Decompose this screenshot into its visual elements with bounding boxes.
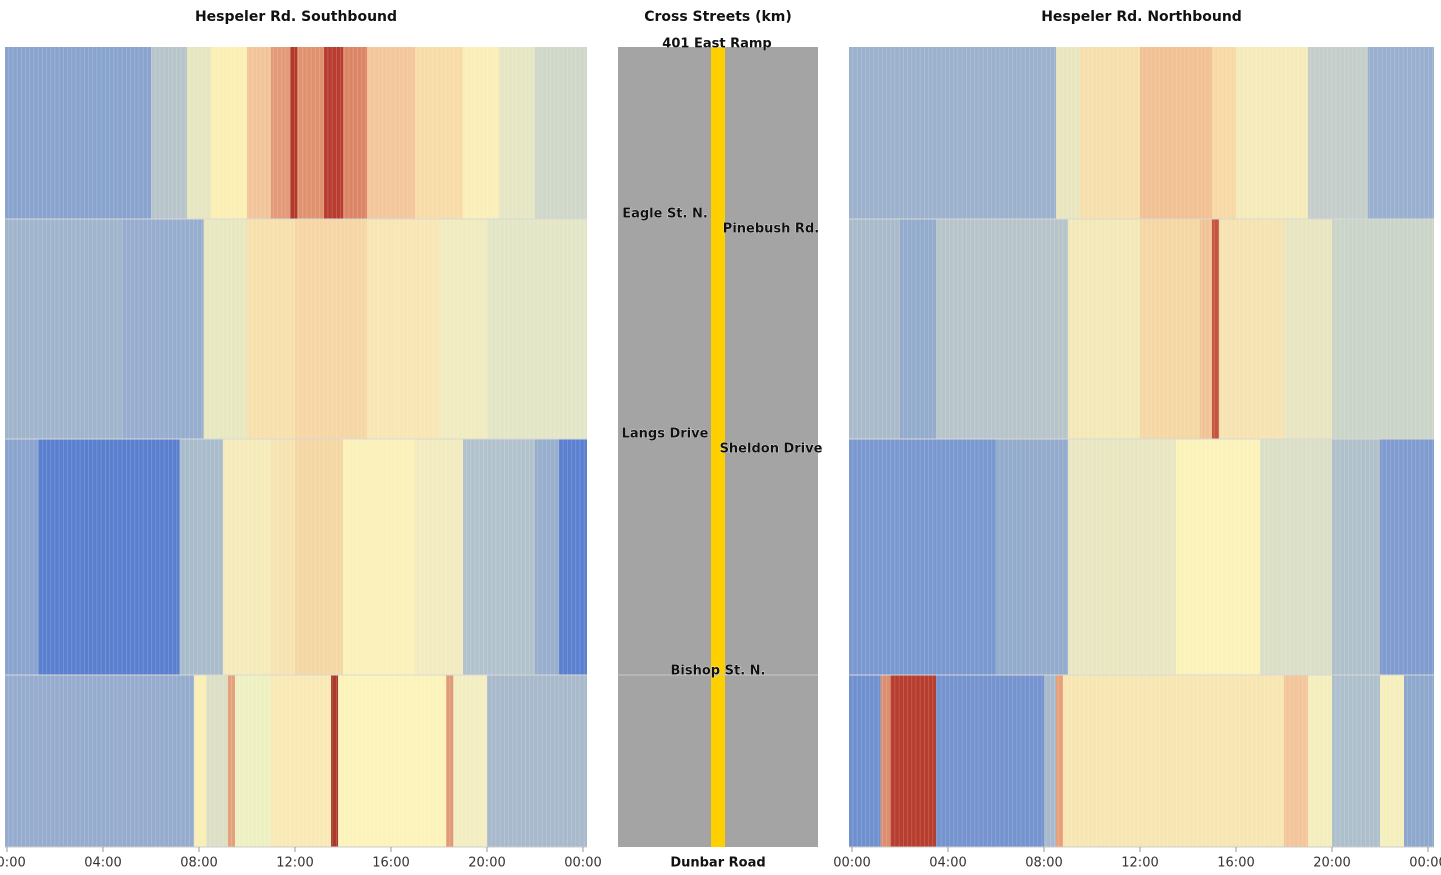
x-tick-label: 04:00 bbox=[84, 856, 121, 871]
x-tick-label: 16:00 bbox=[372, 856, 409, 871]
x-tick-label: 20:00 bbox=[468, 856, 505, 871]
x-tick-label: 12:00 bbox=[276, 856, 313, 871]
road-title: Cross Streets (km) bbox=[644, 9, 792, 25]
panel-title: Hespeler Rd. Northbound bbox=[1041, 9, 1242, 25]
cell-texture bbox=[849, 47, 1434, 219]
x-tick-label: 00:00 bbox=[833, 856, 870, 871]
x-tick-label: 00:00 bbox=[564, 856, 601, 871]
street-label: Dunbar Road bbox=[670, 856, 765, 871]
cell-texture bbox=[849, 439, 1434, 675]
street-label: Pinebush Rd. bbox=[723, 222, 819, 237]
street-label: Eagle St. N. bbox=[622, 207, 708, 222]
cell-texture bbox=[5, 439, 587, 675]
x-tick-label: 08:00 bbox=[180, 856, 217, 871]
cell-texture bbox=[849, 219, 1434, 439]
street-label: 401 East Ramp bbox=[662, 37, 771, 52]
cell-texture bbox=[849, 675, 1434, 847]
x-tick-label: 00:00 bbox=[1409, 856, 1441, 871]
cell-texture bbox=[5, 219, 587, 439]
road-line bbox=[711, 47, 725, 847]
street-label: Sheldon Drive bbox=[720, 442, 823, 457]
x-tick-label: 12:00 bbox=[1121, 856, 1158, 871]
cell-texture bbox=[5, 675, 587, 847]
street-label: Langs Drive bbox=[622, 427, 709, 442]
cell-texture bbox=[5, 47, 587, 219]
x-tick-label: 16:00 bbox=[1217, 856, 1254, 871]
x-tick-label: 04:00 bbox=[929, 856, 966, 871]
x-tick-label: 08:00 bbox=[1025, 856, 1062, 871]
x-tick-label: 00:00 bbox=[0, 856, 26, 871]
x-tick-label: 20:00 bbox=[1313, 856, 1350, 871]
panel-title: Hespeler Rd. Southbound bbox=[195, 9, 397, 25]
street-label: Bishop St. N. bbox=[671, 664, 766, 679]
